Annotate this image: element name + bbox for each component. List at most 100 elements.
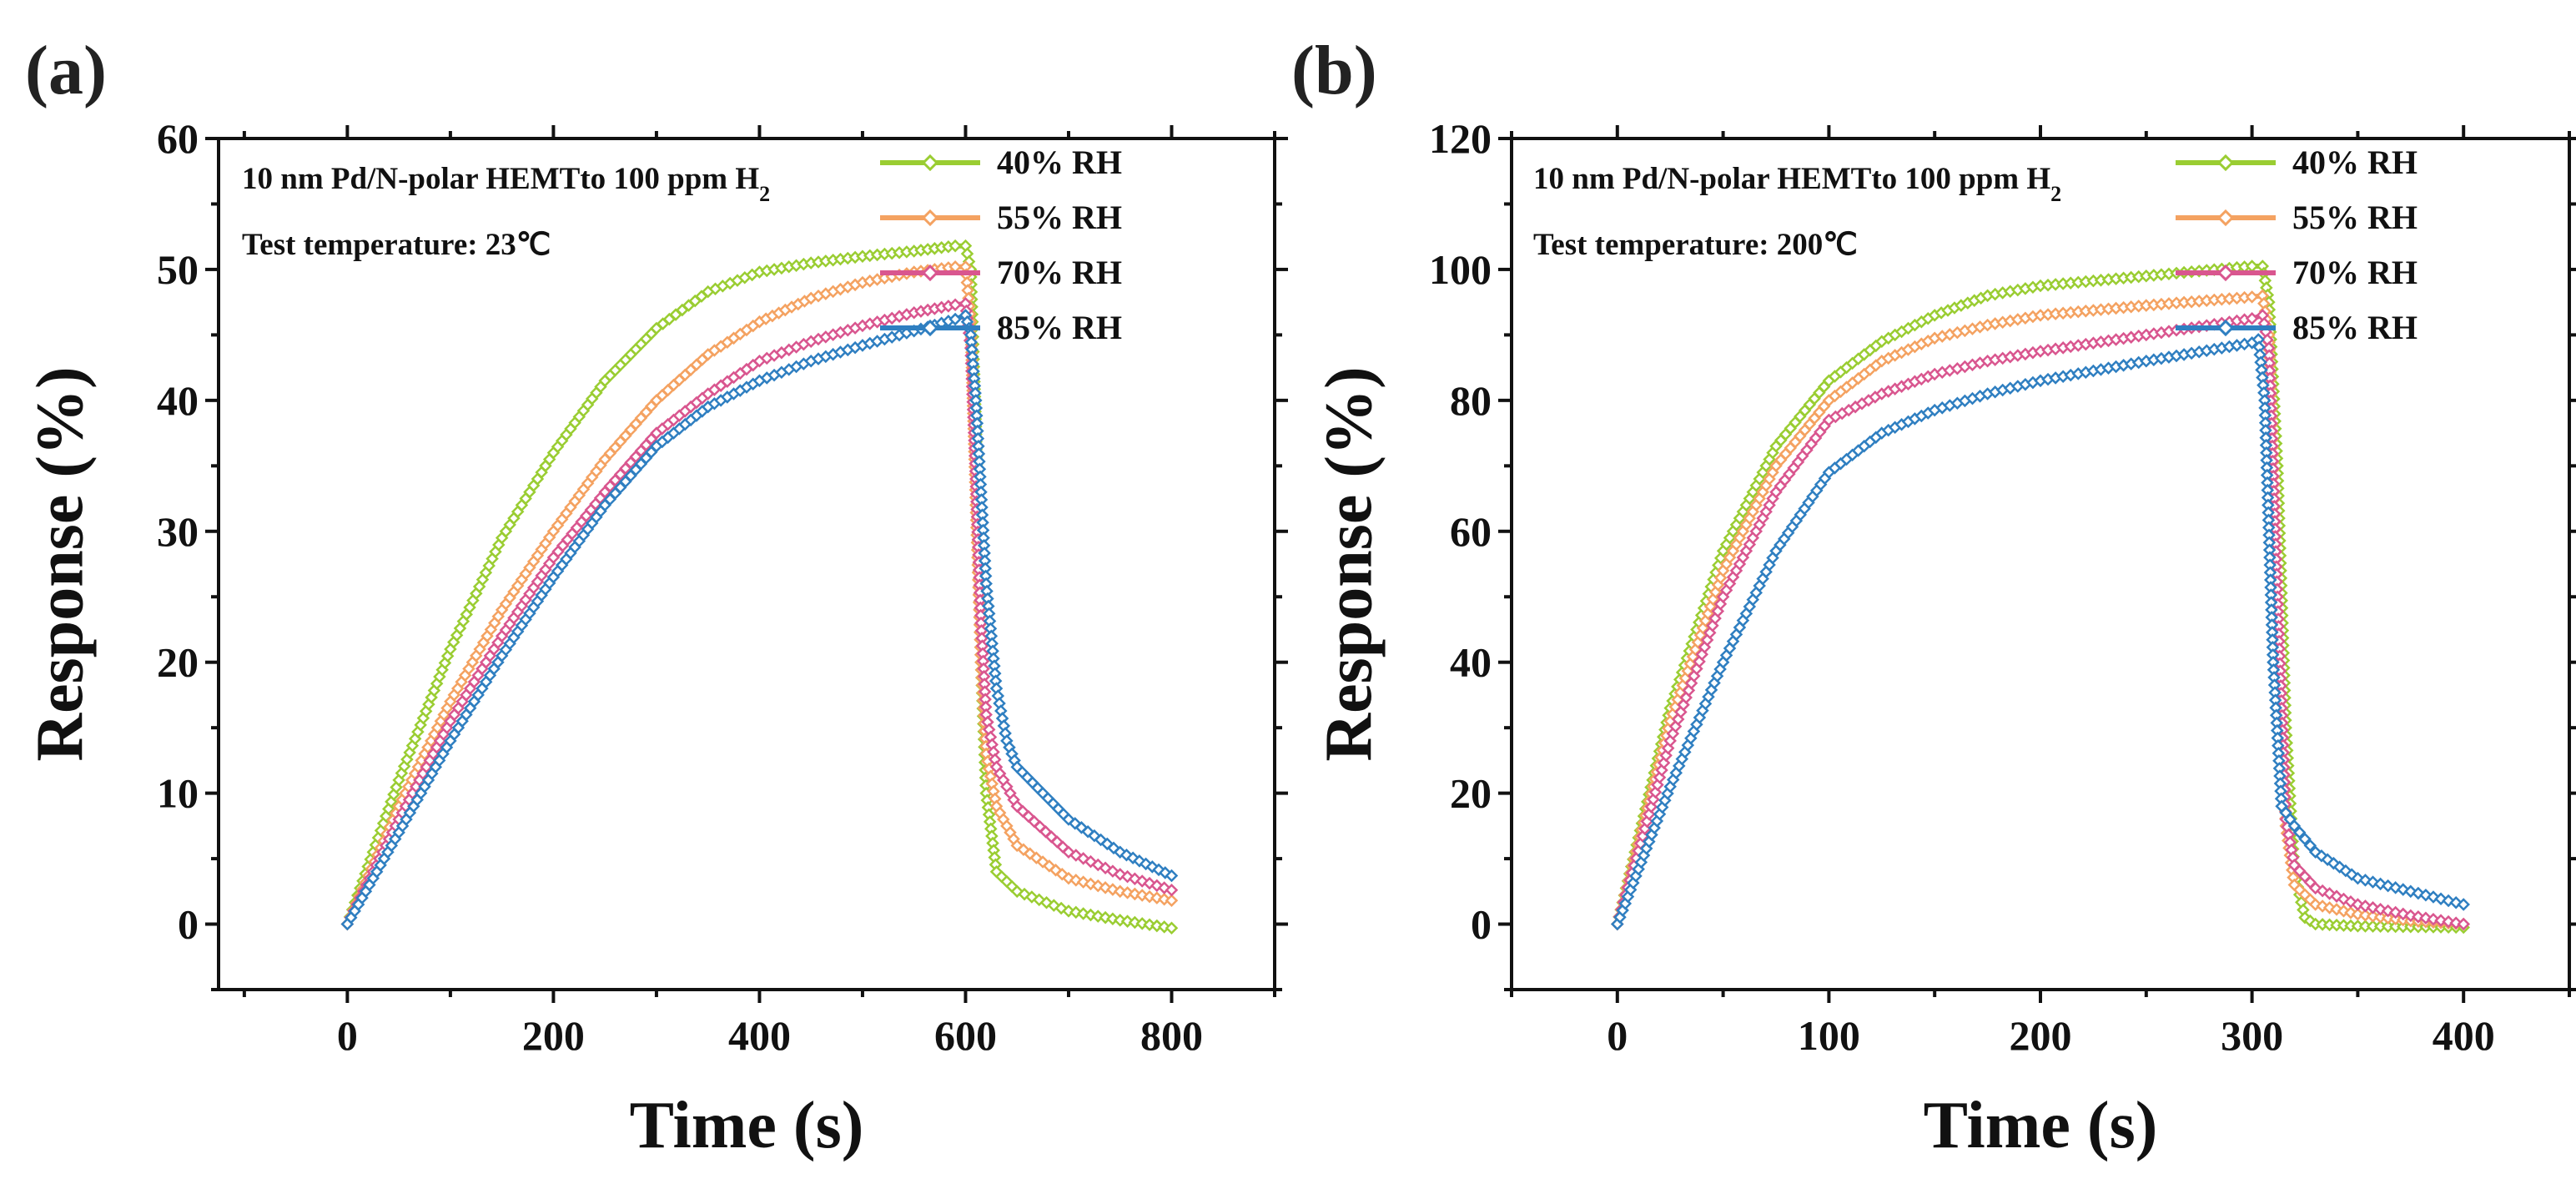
data-point [2396,883,2410,896]
x-tick-label: 200 [522,1012,585,1059]
legend-entry: 55% RH [2176,199,2418,236]
data-point [1128,915,1142,930]
y-axis-title: Response (%) [23,366,97,761]
data-point [2339,864,2352,878]
x-axis-title: Time (s) [1924,1089,2158,1162]
data-point [2344,894,2357,909]
y-tick-label: 20 [1450,770,1492,817]
series-line [345,243,1172,931]
data-point [1165,869,1179,883]
data-point [2322,901,2337,914]
x-axis-title: Time (s) [630,1089,864,1162]
data-point [1655,763,1668,777]
legend-marker [2216,264,2235,282]
legend-label: 55% RH [997,199,1122,236]
legend-entry: 70% RH [880,254,1122,291]
data-point [1036,855,1049,869]
x-tick-label: 400 [2433,1012,2495,1059]
data-point [1062,904,1075,918]
data-point [2287,819,2302,833]
x-tick-label: 400 [728,1012,791,1059]
annotation-condition: 10 nm Pd/N-polar HEMTto 100 ppm H2 [1533,162,2061,206]
data-point [1099,910,1112,925]
legend-marker [2216,209,2235,227]
legend-marker [2216,154,2235,172]
series-40-rh [1611,259,2470,935]
data-point [1076,875,1090,889]
data-point [1135,889,1149,902]
y-tick-label: 50 [157,246,199,293]
data-point [1152,863,1165,877]
y-tick-label: 80 [1450,377,1492,424]
legend-label: 70% RH [2292,254,2418,291]
data-point [948,298,962,312]
legend-entry: 70% RH [2176,254,2418,291]
data-point [1055,867,1069,881]
data-point [2358,899,2372,913]
data-point [1062,845,1075,859]
y-tick-label: 40 [1450,639,1492,686]
data-point [2321,853,2334,866]
legend-entry: 55% RH [880,199,1122,236]
data-point [2404,909,2418,923]
data-point [1659,748,1673,763]
data-point [1062,813,1075,826]
data-point [1010,884,1024,899]
data-point [1107,841,1120,855]
y-tick-label: 20 [157,639,199,686]
series-line [1614,264,2464,930]
data-point [1143,876,1156,890]
chart-panel-a: (a) 0 200 400 600 800 0 10 20 30 40 50 60 Time (s) Res… [23,32,1288,1162]
data-point [2442,894,2455,908]
panel-label: (a) [25,32,107,109]
panel-label: (b) [1291,32,1377,109]
y-tick-label: 40 [157,377,199,424]
data-point [2388,905,2402,919]
data-point [2351,871,2365,885]
data-point [2388,912,2402,926]
legend-label: 70% RH [997,254,1122,291]
data-point [1150,919,1164,933]
data-point [1039,895,1054,909]
data-point [2327,856,2341,870]
data-point [1069,849,1083,862]
data-point [2351,908,2365,921]
legend-label: 85% RH [2292,309,2418,346]
data-point [1113,884,1127,899]
data-point [1029,851,1044,864]
y-tick-label: 60 [1450,508,1492,555]
x-tick-label: 600 [934,1012,997,1059]
data-point [1648,785,1663,799]
y-tick-label: 120 [1429,115,1492,162]
legend-entry: 40% RH [2176,144,2418,181]
data-point [1099,861,1112,875]
series-markers [1611,333,2470,931]
data-point [1165,883,1179,897]
data-point [2322,887,2337,900]
data-point [2366,909,2380,923]
legend-entry: 85% RH [880,309,1122,346]
annotation-temperature: Test temperature: 200℃ [1533,228,1858,262]
data-point [1157,892,1171,906]
data-point [1157,920,1171,934]
data-point [2344,906,2357,919]
legend-entry: 40% RH [880,144,1122,181]
data-point [2358,874,2372,887]
plot-frame [217,137,1276,991]
y-tick-label: 100 [1429,246,1492,293]
data-point [2434,914,2448,927]
y-tick-label: 0 [178,901,199,948]
y-axis-title: Response (%) [1312,366,1386,761]
legend-marker [2216,319,2235,337]
data-point [1159,866,1172,879]
data-point [1135,874,1149,888]
data-point [1106,864,1119,878]
data-point [948,312,962,326]
y-tick-label: 60 [157,115,199,162]
data-point [2381,911,2395,925]
x-tick-label: 100 [1798,1012,1860,1059]
legend-entry: 85% RH [2176,309,2418,346]
data-point [2358,909,2372,922]
data-point [1644,800,1658,814]
data-point [948,239,962,253]
